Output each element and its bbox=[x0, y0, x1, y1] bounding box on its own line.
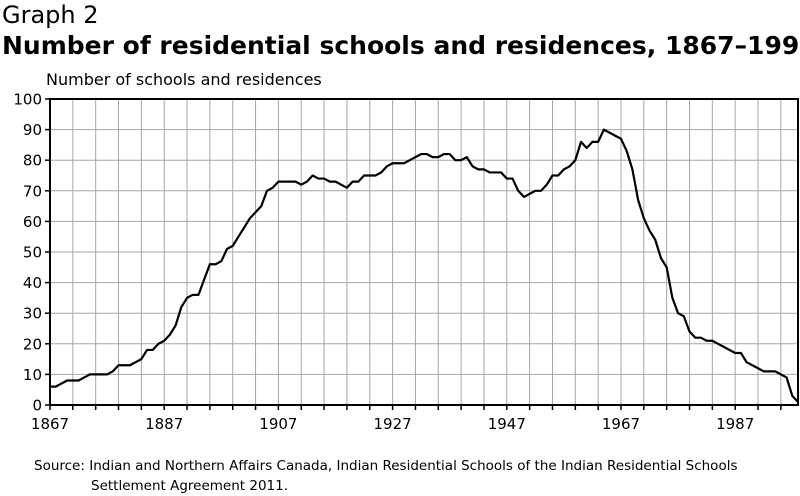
graph-label: Graph 2 bbox=[2, 1, 99, 29]
source-line-1: Source: Indian and Northern Affairs Cana… bbox=[34, 458, 738, 474]
source-line-2: Settlement Agreement 2011. bbox=[91, 478, 289, 494]
y-tick-label: 60 bbox=[23, 213, 42, 231]
series-layer bbox=[50, 128, 799, 403]
y-tick-label: 80 bbox=[23, 152, 42, 170]
y-tick-label: 70 bbox=[23, 182, 42, 200]
series-line-1 bbox=[50, 128, 799, 403]
y-tick-label: 10 bbox=[23, 366, 42, 384]
x-tick-label: 1947 bbox=[488, 415, 526, 433]
x-tick-label: 1867 bbox=[31, 415, 69, 433]
y-tick-label: 40 bbox=[23, 274, 42, 292]
x-tick-label: 1987 bbox=[716, 415, 754, 433]
axis-layer: 0 10 20 30 40 50 60 70 80 90 100 1867 1887 1907 1927 19… bbox=[13, 91, 782, 433]
y-tick-label: 20 bbox=[23, 335, 42, 353]
y-tick-label: 50 bbox=[23, 244, 42, 262]
x-tick-label: 1927 bbox=[374, 415, 412, 433]
x-tick-label: 1887 bbox=[145, 415, 183, 433]
y-tick-label: 30 bbox=[23, 305, 42, 323]
chart-title: Number of residential schools and reside… bbox=[2, 31, 800, 60]
y-tick-label: 0 bbox=[32, 397, 42, 415]
x-tick-label: 1907 bbox=[259, 415, 297, 433]
y-axis-title: Number of schools and residences bbox=[46, 70, 322, 89]
source-note: Source: Indian and Northern Affairs Cana… bbox=[34, 456, 738, 496]
y-tick-label: 100 bbox=[13, 91, 42, 109]
plot-frame bbox=[49, 98, 799, 406]
line-chart: 0 10 20 30 40 50 60 70 80 90 100 1867 1887 1907 1927 19… bbox=[13, 91, 799, 433]
x-tick-label: 1967 bbox=[602, 415, 640, 433]
grid-layer bbox=[50, 99, 798, 405]
y-tick-label: 90 bbox=[23, 121, 42, 139]
